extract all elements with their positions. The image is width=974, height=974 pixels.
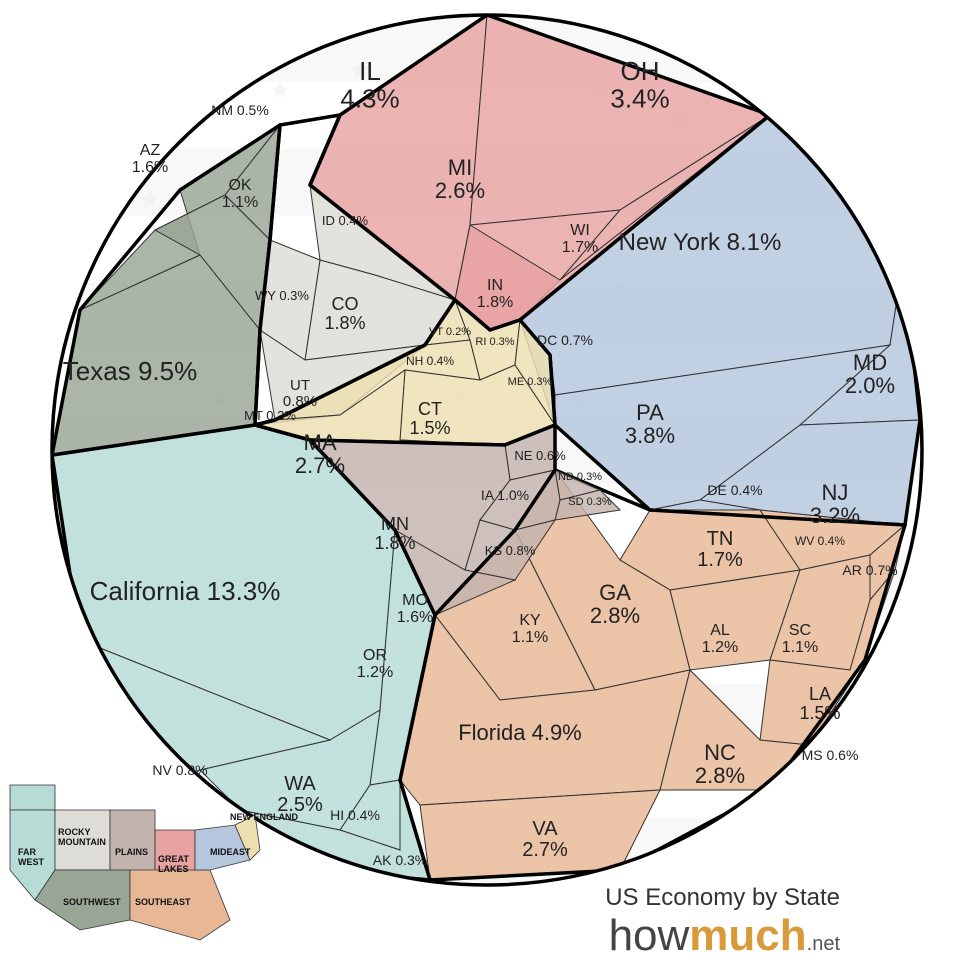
legend-label-great-lakes: GREATLAKES (158, 854, 189, 874)
state-label-vt: VT 0.2% (429, 326, 471, 338)
state-label-ne: NE 0.6% (514, 448, 566, 463)
state-label-dc: DC 0.7% (537, 332, 593, 348)
state-label-nm: NM 0.5% (211, 102, 269, 118)
state-label-mo: MO1.6% (397, 592, 433, 626)
state-label-nv: NV 0.8% (152, 762, 207, 778)
state-label-ar: AR 0.7% (842, 562, 897, 578)
state-label-ak: AK 0.3% (373, 852, 427, 868)
state-label-wy: WY 0.3% (255, 288, 309, 303)
state-label-az: AZ1.6% (132, 142, 168, 176)
legend-region-plains (110, 810, 155, 880)
legend-label-new-england: NEW ENGLAND (230, 812, 298, 822)
state-label-de: DE 0.4% (707, 482, 762, 498)
state-label-texas: Texas 9.5% (63, 356, 197, 386)
legend-label-mideast: MIDEAST (210, 847, 251, 857)
state-label-ia: IA 1.0% (481, 487, 529, 503)
state-label-nh: NH 0.4% (406, 354, 454, 368)
logo: howmuch.net (609, 911, 841, 960)
state-label-hi: HI 0.4% (330, 807, 380, 823)
state-label-id: ID 0.4% (322, 213, 369, 228)
state-label-ks: KS 0.8% (485, 543, 536, 558)
state-label-sd: SD 0.3% (568, 496, 612, 508)
state-label-me: ME 0.3% (508, 376, 553, 388)
state-label-new-york: New York 8.1% (619, 229, 782, 256)
state-label-wv: WV 0.4% (795, 534, 845, 548)
state-label-california: California 13.3% (90, 576, 281, 606)
state-label-nd: ND 0.3% (558, 471, 602, 483)
legend-label-southwest: SOUTHWEST (63, 897, 121, 907)
legend-label-southeast: SOUTHEAST (135, 897, 191, 907)
state-label-mt: MT 0.3% (244, 408, 296, 423)
state-label-ms: MS 0.6% (802, 747, 859, 763)
chart-title: US Economy by State (605, 884, 840, 911)
legend-label-plains: PLAINS (115, 847, 148, 857)
state-label-florida: Florida 4.9% (458, 720, 582, 745)
state-label-ri: RI 0.3% (475, 336, 514, 348)
